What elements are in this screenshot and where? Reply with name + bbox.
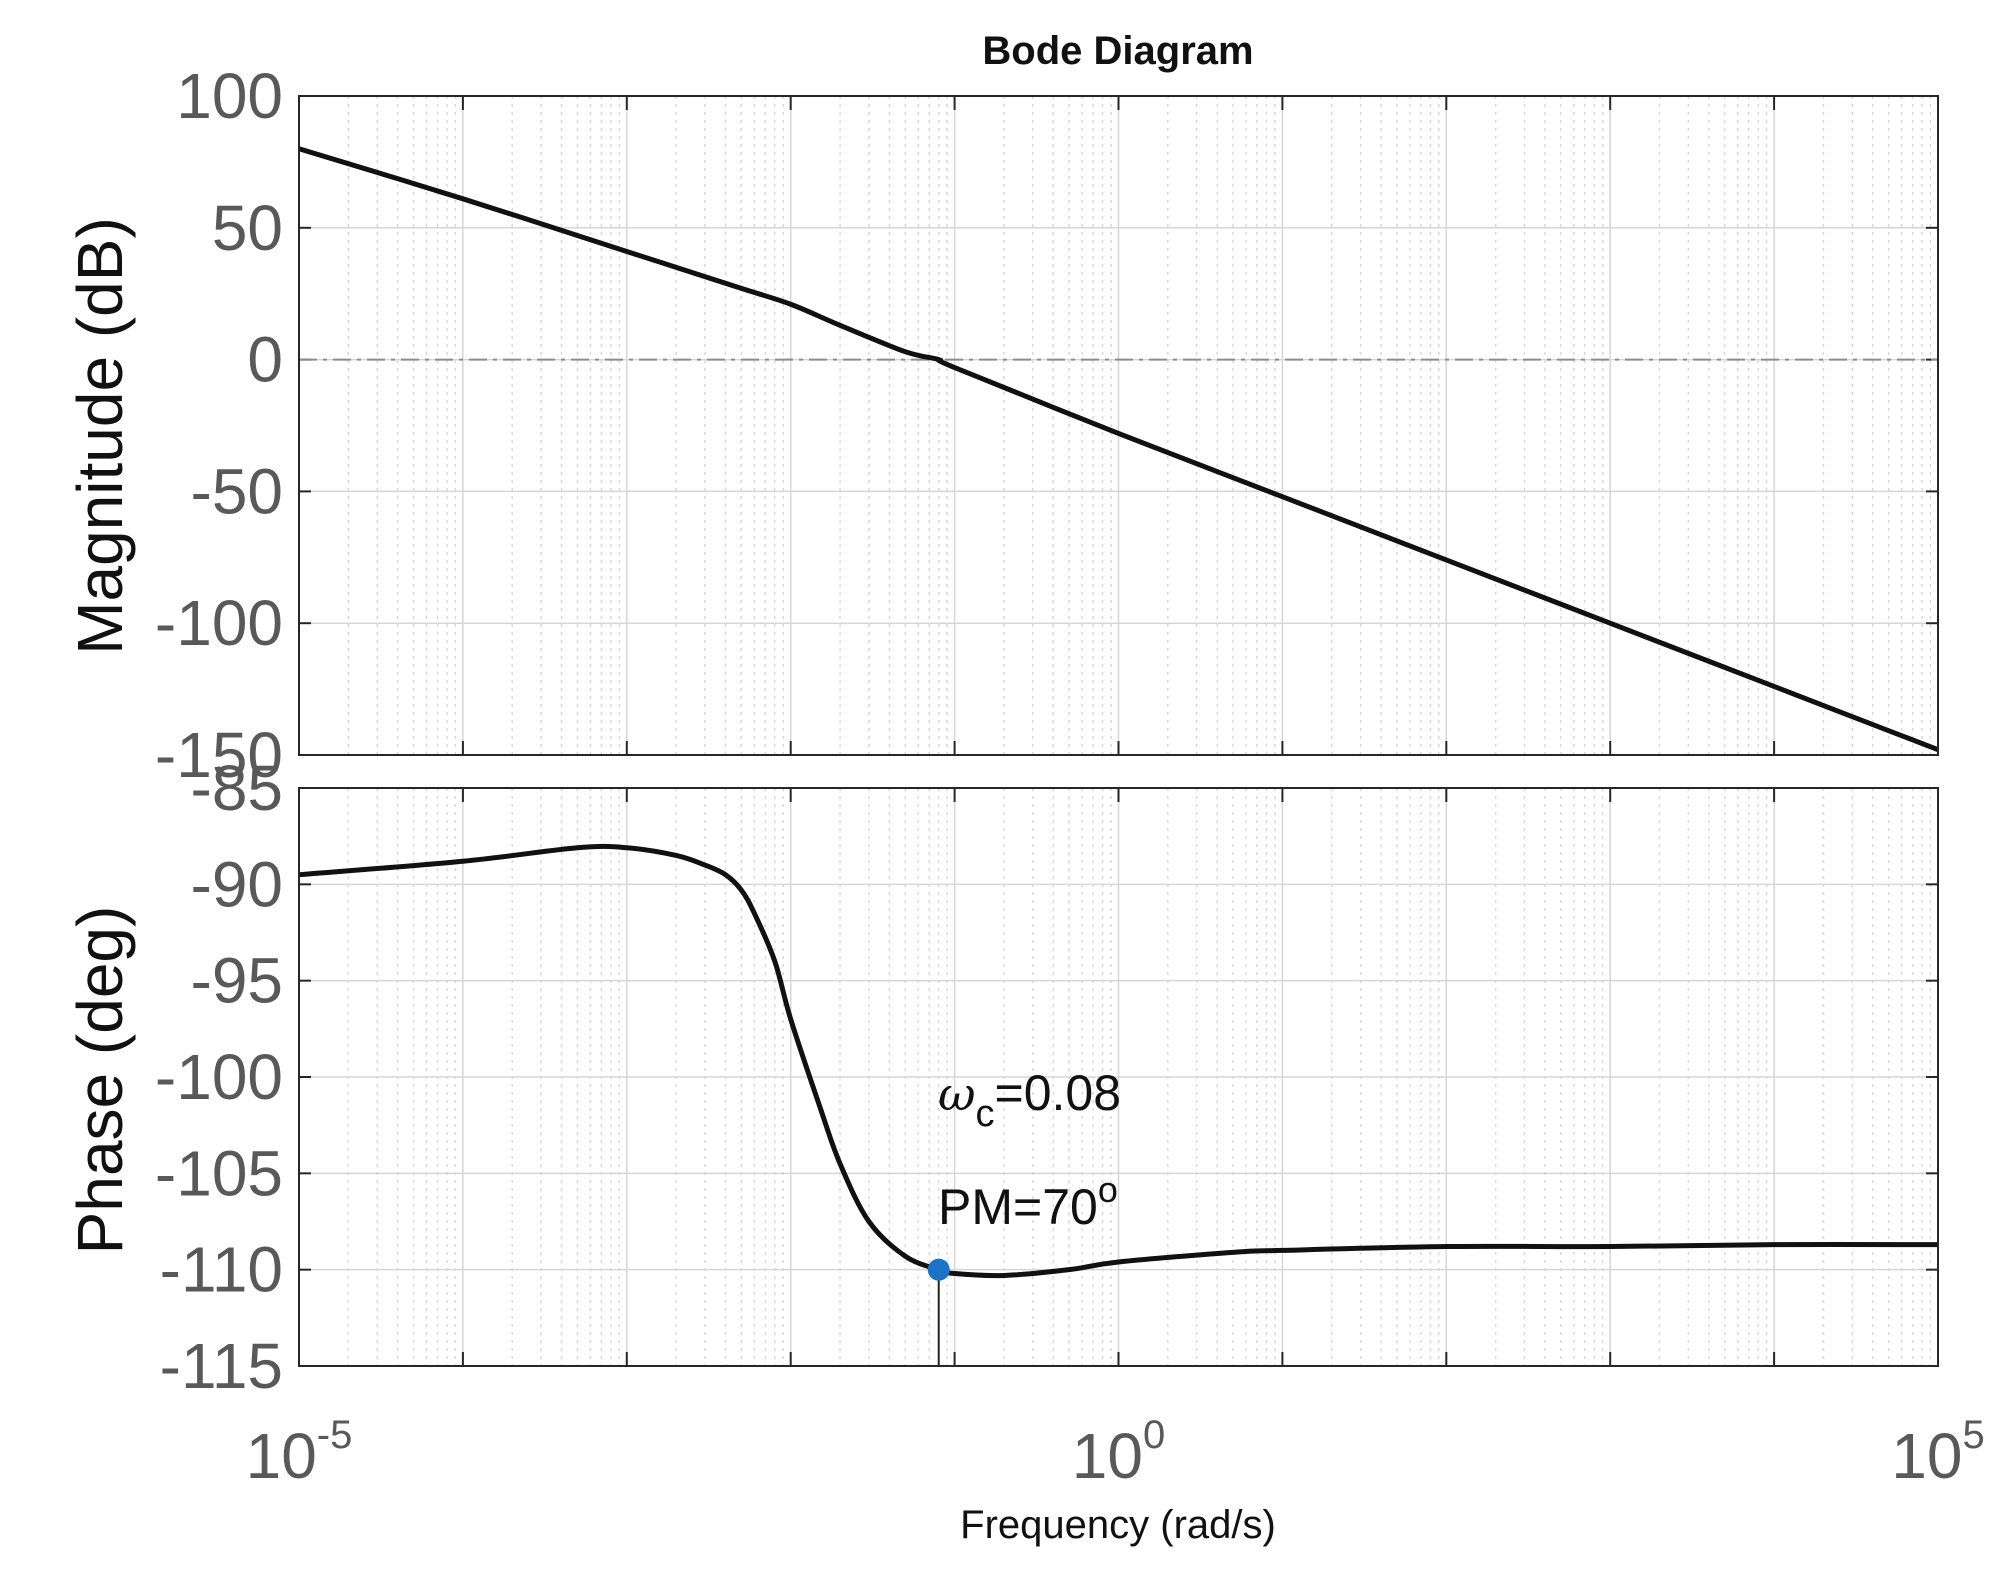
phase-y-tick-label: -85 <box>191 752 284 824</box>
magnitude-y-tick-label: 50 <box>212 192 283 264</box>
phase-axes-box <box>298 787 1939 1367</box>
magnitude-y-tick-label: 100 <box>176 60 283 132</box>
x-tick-label: 10-5 <box>246 1413 353 1492</box>
crossover-marker-point <box>927 1258 950 1281</box>
omega-symbol: ω <box>938 1067 976 1121</box>
magnitude-axes-box <box>298 95 1939 756</box>
phase-y-tick-label: -90 <box>191 848 284 920</box>
phase-y-tick-label: -105 <box>155 1137 283 1209</box>
phase-y-tick-label: -110 <box>160 1234 283 1306</box>
phase-margin-annotation: PM=70o <box>938 1169 1118 1235</box>
magnitude-y-tick-label: -50 <box>191 455 284 527</box>
phase-y-tick-label: -100 <box>155 1041 283 1113</box>
phase-y-tick-labels: -85 -90 -95 -100 -105 -110 -115 <box>155 752 283 1402</box>
chart-title: Bode Diagram <box>982 29 1253 73</box>
magnitude-axis-label: Magnitude (dB) <box>64 217 136 655</box>
crossover-frequency-annotation: ωc=0.08 <box>938 1065 1121 1135</box>
x-tick-base: 10 <box>246 1420 317 1492</box>
x-tick-exponent: 5 <box>1962 1413 1984 1457</box>
x-tick-base: 10 <box>1891 1420 1962 1492</box>
crossover-frequency-value: =0.08 <box>995 1065 1122 1121</box>
x-axis-label: Frequency (rad/s) <box>960 1503 1276 1547</box>
magnitude-y-tick-label: -100 <box>155 587 283 659</box>
x-tick-exponent: -5 <box>317 1413 353 1457</box>
magnitude-curve <box>298 146 1939 753</box>
phase-curve <box>298 843 1939 1279</box>
phase-y-tick-label: -115 <box>160 1330 283 1402</box>
x-tick-base: 10 <box>1072 1420 1143 1492</box>
phase-margin-value: PM=70 <box>938 1179 1098 1235</box>
magnitude-y-tick-labels: 100 50 0 -50 -100 -150 <box>155 60 283 791</box>
x-tick-labels: 10-5 100 105 <box>246 1413 1985 1492</box>
phase-axis-label: Phase (deg) <box>64 906 136 1255</box>
x-tick-label: 105 <box>1891 1413 1984 1492</box>
degree-superscript: o <box>1098 1169 1118 1210</box>
magnitude-y-tick-label: 0 <box>247 324 283 396</box>
x-tick-exponent: 0 <box>1143 1413 1165 1457</box>
x-tick-label: 100 <box>1072 1413 1165 1492</box>
phase-y-tick-label: -95 <box>191 945 284 1017</box>
magnitude-y-tick-label: -150 <box>155 719 283 791</box>
omega-subscript: c <box>976 1093 995 1135</box>
